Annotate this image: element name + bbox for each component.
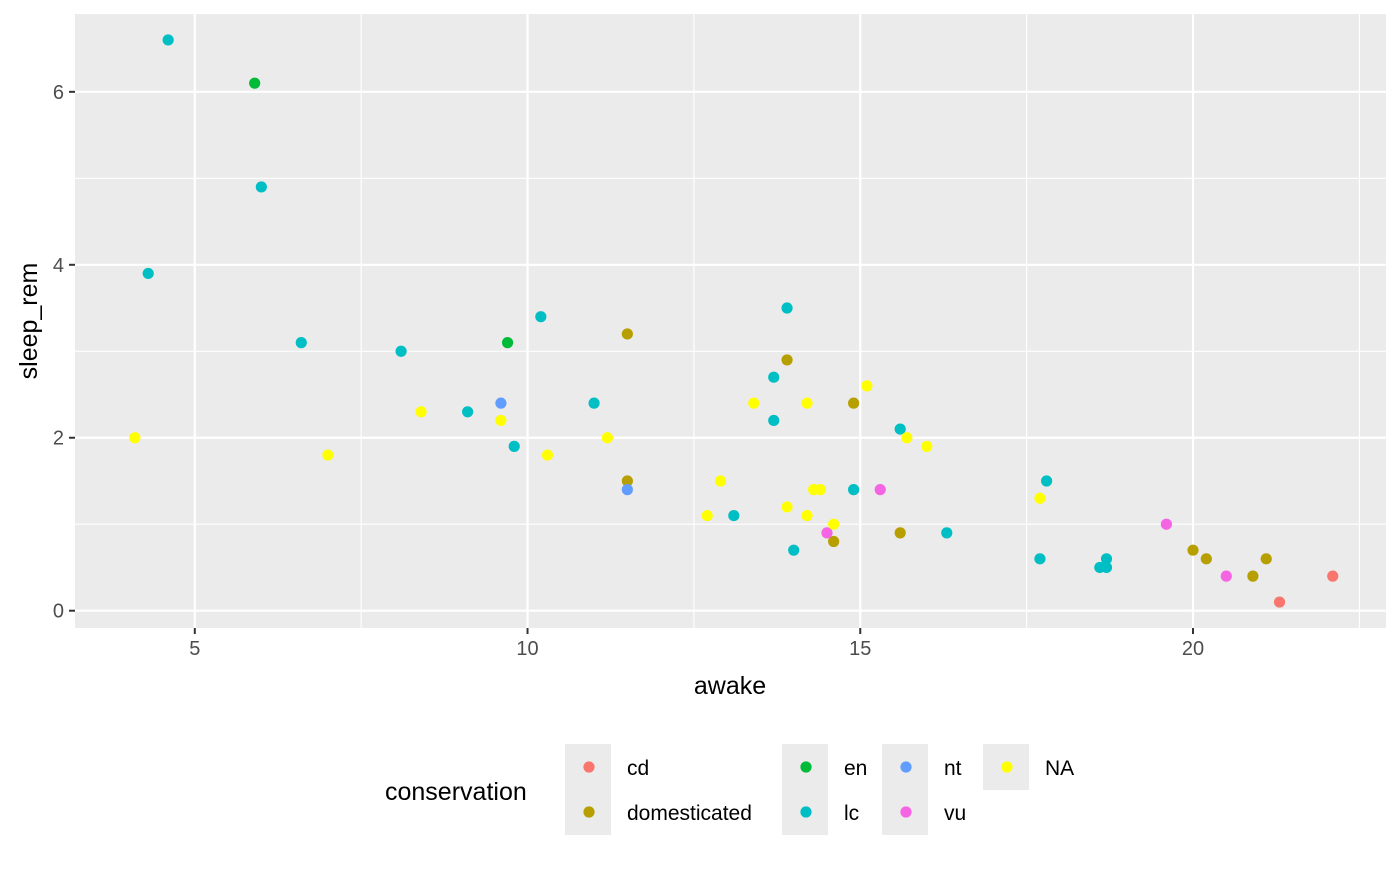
legend-label: NA [1045, 757, 1074, 780]
point-domesticated [1247, 570, 1259, 582]
point-lc [162, 34, 174, 46]
point-lc [1034, 553, 1046, 565]
point-lc [1100, 561, 1113, 574]
point-lc [788, 544, 800, 556]
point-domesticated [621, 328, 633, 340]
point-na [322, 449, 334, 461]
point-lc [768, 414, 780, 427]
legend-key-domesticated [583, 806, 595, 818]
point-domesticated [828, 535, 840, 548]
point-na [801, 397, 813, 409]
legend-label: domesticated [627, 802, 752, 825]
y-tick-label: 4 [53, 255, 64, 277]
point-domesticated [1260, 553, 1272, 565]
minor-gridlines [75, 14, 1386, 628]
legend: conservation cd domesticated en lc nt vu NA [385, 744, 1074, 835]
legend-label: nt [944, 757, 962, 780]
point-domesticated [781, 354, 793, 366]
point-en [249, 77, 261, 89]
point-lc [1100, 553, 1113, 565]
point-lc [1041, 475, 1053, 487]
point-nt [495, 397, 507, 409]
point-lc [295, 337, 307, 349]
x-tick-label: 15 [849, 638, 871, 660]
point-lc [894, 423, 906, 435]
legend-key-cd [583, 761, 595, 773]
point-lc [395, 345, 407, 357]
point-en [501, 337, 514, 349]
legend-label: lc [844, 802, 859, 825]
point-lc [255, 181, 267, 193]
point-vu [821, 527, 833, 539]
point-na [748, 397, 760, 409]
panel-background [75, 14, 1386, 628]
point-vu [1220, 570, 1232, 582]
point-lc [508, 440, 520, 452]
point-na [861, 380, 873, 392]
y-axis-title: sleep_rem [15, 263, 43, 380]
point-na [601, 432, 613, 444]
x-axis-ticks: 5 10 15 20 [189, 628, 1204, 660]
legend-key-vu [900, 806, 912, 818]
point-na [801, 509, 813, 522]
point-na [1034, 492, 1046, 504]
legend-label: cd [627, 757, 649, 780]
legend-title: conservation [385, 778, 527, 806]
x-tick-label: 20 [1182, 638, 1204, 660]
point-lc [535, 311, 547, 323]
legend-label: vu [944, 802, 966, 825]
major-gridlines [75, 14, 1386, 628]
point-lc [462, 406, 474, 418]
point-na [495, 414, 507, 427]
point-domesticated [848, 397, 860, 409]
point-lc [588, 397, 600, 409]
data-points [129, 34, 1339, 608]
point-na [701, 509, 713, 522]
point-lc [848, 484, 860, 496]
point-na [415, 406, 427, 418]
point-na [814, 484, 826, 496]
legend-label: en [844, 757, 867, 780]
point-lc [781, 302, 793, 314]
y-tick-label: 6 [53, 82, 64, 104]
point-domesticated [621, 475, 633, 487]
y-tick-label: 2 [53, 428, 64, 450]
x-tick-label: 10 [516, 638, 538, 660]
point-lc [142, 267, 154, 280]
point-na [921, 440, 933, 452]
point-na [828, 518, 840, 530]
legend-key-lc [800, 806, 812, 818]
legend-key-nt [900, 761, 912, 773]
legend-key-na [1001, 761, 1013, 773]
point-domesticated [894, 527, 906, 539]
point-domesticated [1187, 544, 1199, 556]
point-nt [621, 484, 633, 496]
point-na [541, 449, 554, 461]
point-na [129, 432, 141, 444]
legend-key-en [800, 761, 812, 773]
x-axis-title: awake [694, 672, 766, 700]
point-cd [1273, 596, 1286, 608]
y-tick-label: 0 [53, 601, 64, 623]
point-lc [728, 509, 740, 522]
point-na [714, 475, 727, 487]
point-na [901, 432, 913, 444]
y-axis-ticks: 0 2 4 6 [53, 82, 75, 623]
point-lc [941, 527, 953, 539]
point-domesticated [1200, 553, 1212, 565]
point-vu [1160, 518, 1172, 530]
x-tick-label: 5 [189, 638, 200, 660]
point-lc [768, 371, 780, 383]
point-na [781, 501, 793, 513]
point-cd [1327, 570, 1339, 582]
point-vu [874, 484, 886, 496]
